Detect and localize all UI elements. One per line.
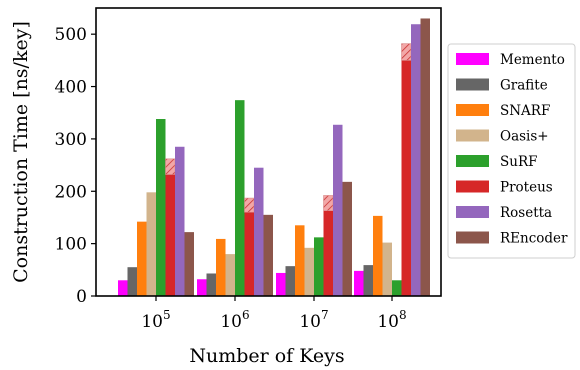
legend-swatch-snarf — [456, 104, 489, 116]
y-axis: 0 100 200 300 400 500 — [55, 25, 96, 307]
bar-rencoder-1 — [263, 214, 273, 296]
y-axis-title: Construction Time [ns/key] — [10, 21, 32, 283]
bar-surf-2 — [314, 237, 324, 296]
bar-memento-2 — [276, 272, 286, 296]
x-tick-label-1: 106 — [220, 308, 249, 332]
bar-grafite-3 — [363, 265, 373, 296]
bar-proteus-1 — [244, 212, 254, 296]
bar-surf-0 — [156, 119, 166, 296]
legend-label-grafite: Grafite — [500, 78, 548, 94]
bar-memento-0 — [118, 280, 128, 296]
bar-proteus-2 — [323, 210, 333, 296]
legend-label-rosetta: Rosetta — [500, 205, 552, 221]
bar-oasis-0 — [146, 192, 156, 296]
legend-frame — [447, 43, 576, 259]
bar-snarf-2 — [295, 225, 305, 296]
bar-proteus-hatched-3 — [401, 43, 412, 61]
bar-rosetta-3 — [411, 24, 421, 296]
legend-swatch-grafite — [456, 78, 489, 91]
legend-label-proteus: Proteus — [500, 180, 553, 196]
bar-surf-3 — [392, 280, 402, 296]
bar-rencoder-0 — [184, 232, 194, 296]
legend-swatch-rencoder — [456, 231, 489, 244]
bar-proteus-0 — [165, 174, 175, 296]
bar-rosetta-2 — [333, 124, 343, 297]
y-tick-label-100: 100 — [55, 235, 87, 255]
legend-swatch-proteus — [456, 180, 489, 193]
y-tick-label-500: 500 — [55, 25, 87, 45]
legend-swatch-oasis — [456, 129, 489, 142]
bar-proteus-hatched-2 — [323, 195, 334, 211]
bar-surf-1 — [235, 100, 245, 296]
legend-label-memento: Memento — [500, 52, 565, 68]
x-tick-label-0: 105 — [141, 308, 170, 332]
bar-snarf-0 — [137, 221, 147, 296]
bar-rosetta-1 — [254, 167, 264, 296]
y-tick-label-200: 200 — [55, 182, 87, 202]
bar-grafite-0 — [127, 267, 137, 296]
x-tick-label-2: 107 — [299, 308, 328, 332]
bar-grafite-1 — [206, 273, 216, 296]
legend-swatch-memento — [456, 53, 489, 65]
legend: Memento Grafite SNARF Oasis+ SuRF Proteus Rose… — [447, 43, 576, 259]
legend-swatch-surf — [456, 155, 489, 167]
y-tick-label-400: 400 — [55, 78, 87, 98]
bar-oasis-2 — [304, 247, 314, 296]
legend-label-oasis: Oasis+ — [500, 129, 549, 145]
bar-proteus-hatched-0 — [165, 158, 176, 175]
y-tick-label-300: 300 — [55, 130, 87, 150]
legend-swatch-rosetta — [456, 206, 489, 218]
x-axis-title: Number of Keys — [189, 345, 344, 367]
bar-rencoder-3 — [420, 18, 430, 297]
bar-proteus-hatched-1 — [244, 197, 255, 213]
bars-group — [118, 18, 430, 297]
bar-snarf-3 — [373, 215, 383, 296]
bar-rosetta-0 — [175, 146, 185, 296]
legend-label-surf: SuRF — [500, 154, 537, 170]
bar-snarf-1 — [216, 238, 226, 296]
bar-oasis-3 — [382, 242, 392, 296]
bar-memento-1 — [197, 279, 207, 296]
y-tick-label-0: 0 — [76, 287, 87, 307]
bar-grafite-2 — [285, 266, 295, 296]
x-tick-label-3: 108 — [377, 308, 406, 332]
x-axis: 105 106 107 108 — [141, 296, 407, 332]
bar-rencoder-2 — [342, 181, 352, 296]
plot-frame — [95, 7, 442, 297]
bar-proteus-3 — [401, 60, 411, 297]
bar-memento-3 — [354, 270, 364, 296]
bar-oasis-1 — [225, 254, 235, 296]
legend-label-rencoder: REncoder — [500, 231, 568, 247]
legend-label-snarf: SNARF — [500, 103, 550, 119]
